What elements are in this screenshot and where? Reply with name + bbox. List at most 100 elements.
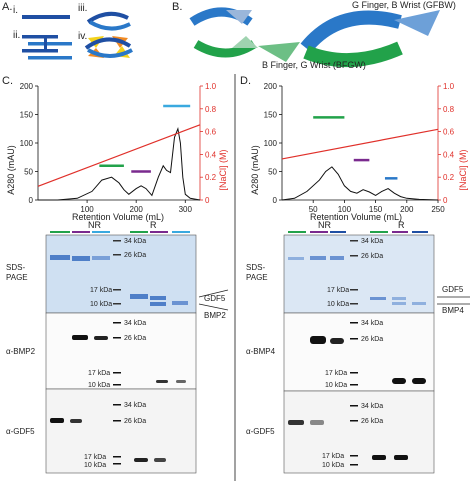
c-lane-green-r bbox=[130, 231, 148, 233]
y2-tick-label: 0.4 bbox=[205, 150, 217, 159]
ladder-band bbox=[113, 240, 121, 242]
d-blot-band bbox=[392, 378, 406, 384]
a280-trace bbox=[38, 126, 201, 201]
heterodimer-green-finger bbox=[303, 41, 403, 67]
dimer-bar-3 bbox=[22, 49, 58, 53]
c-xlabel: Retention Volume (mL) bbox=[72, 212, 164, 222]
d-blot-band bbox=[412, 378, 426, 384]
c-blot2-label: α-GDF5 bbox=[6, 427, 35, 436]
x-tick-label: 100 bbox=[80, 205, 94, 214]
ladder-band bbox=[113, 289, 121, 291]
ladder-band bbox=[113, 384, 121, 386]
d-lane-blue-r bbox=[412, 231, 428, 233]
d-blot-band bbox=[372, 455, 386, 460]
d-sds-band bbox=[370, 297, 386, 300]
d-r-label: R bbox=[398, 220, 405, 230]
mw-26: 26 kDa bbox=[124, 418, 146, 425]
panel-a-label: A. bbox=[2, 1, 12, 13]
ladder-band bbox=[350, 405, 358, 407]
ladder-band bbox=[350, 384, 358, 386]
y-tick-label: 100 bbox=[20, 139, 34, 148]
d-sds-band bbox=[392, 297, 406, 300]
ladder-band bbox=[350, 255, 358, 257]
d-blot-band bbox=[310, 336, 326, 344]
x-tick-label: 200 bbox=[400, 205, 414, 214]
d-blot-gdf5 bbox=[283, 390, 435, 474]
ladder-band bbox=[350, 372, 358, 374]
panel-a: A. i. ii. iii. iv. bbox=[2, 1, 133, 60]
wrist-green bbox=[232, 36, 258, 48]
d-ladder: 34 kDa 26 kDa 17 kDa 10 kDa 34 kDa 26 kD… bbox=[322, 238, 383, 469]
gels-c: NR R 34 kDa bbox=[6, 220, 229, 474]
panel-a-item-i: i. bbox=[13, 5, 18, 16]
y2-tick-label: 0 bbox=[205, 196, 210, 205]
c-blot-band bbox=[50, 418, 64, 423]
c-blot-band bbox=[72, 335, 88, 340]
d-blot-band bbox=[330, 338, 344, 344]
dimer-bar-2 bbox=[28, 42, 72, 46]
x-tick-label: 150 bbox=[369, 205, 383, 214]
nacl-gradient-line bbox=[37, 124, 201, 187]
ladder-band bbox=[350, 464, 358, 466]
d-sds-band bbox=[330, 256, 344, 260]
mw-10: 10 kDa bbox=[325, 382, 347, 389]
c-sds-label: SDS- bbox=[6, 263, 25, 272]
heterodimer-green-wrist bbox=[258, 42, 300, 62]
c-lane-purple-nr bbox=[72, 231, 90, 233]
c-sds-band bbox=[72, 256, 90, 261]
dimer-bar-4 bbox=[28, 56, 72, 60]
y-tick-label: 150 bbox=[20, 111, 34, 120]
y2-tick-label: 0 bbox=[443, 196, 448, 205]
y-tick-label: 200 bbox=[20, 82, 34, 91]
panel-a-item-iii: iii. bbox=[78, 3, 87, 14]
bfgw-label: B Finger, G Wrist (BFGW) bbox=[262, 60, 366, 70]
mw-34: 34 kDa bbox=[124, 320, 146, 327]
chromatogram-c: C. A280 (mAU) [NaCl] (M) Retention Volum… bbox=[2, 75, 228, 222]
ladder-band bbox=[113, 322, 121, 324]
c-nr-label: NR bbox=[88, 220, 101, 230]
y-tick-label: 200 bbox=[264, 82, 278, 91]
c-blot1-label: α-BMP2 bbox=[6, 347, 36, 356]
x-tick-label: 300 bbox=[179, 205, 193, 214]
ladder-band bbox=[113, 337, 121, 339]
y-tick-label: 0 bbox=[273, 196, 278, 205]
c-lane-purple-r bbox=[150, 231, 168, 233]
c-sds-band bbox=[172, 301, 188, 305]
c-blot-band bbox=[176, 380, 186, 383]
c-ylabel-right: [NaCl] (M) bbox=[218, 150, 228, 191]
c-arrow-top bbox=[198, 289, 229, 298]
c-sds-band bbox=[50, 255, 70, 260]
d-sds-band bbox=[392, 302, 406, 305]
c-sds-label: PAGE bbox=[6, 273, 28, 282]
ladder-band bbox=[113, 420, 121, 422]
c-blot-gdf5 bbox=[45, 388, 197, 474]
d-lane-green-nr bbox=[288, 231, 306, 233]
c-blot-band bbox=[94, 336, 108, 340]
ladder-band bbox=[350, 420, 358, 422]
complex-arc-bottom bbox=[87, 48, 133, 58]
heterodimer-blue-wrist bbox=[394, 10, 440, 36]
d-sds-band bbox=[288, 257, 304, 260]
y2-tick-label: 1.0 bbox=[205, 82, 217, 91]
mw-17: 17 kDa bbox=[322, 453, 344, 460]
ladder-band bbox=[113, 456, 121, 458]
monomer-bar bbox=[22, 15, 70, 19]
d-arrow-bottom-label: BMP4 bbox=[442, 306, 464, 315]
d-blot1-label: α-BMP4 bbox=[246, 347, 276, 356]
y2-tick-label: 0.2 bbox=[205, 173, 217, 182]
ladder-band bbox=[350, 303, 358, 305]
dimer-arc-bottom bbox=[88, 20, 131, 31]
c-ylabel-left: A280 (mAU) bbox=[6, 145, 16, 195]
c-sds-band bbox=[92, 256, 110, 260]
mw-34: 34 kDa bbox=[361, 320, 383, 327]
d-lane-purple-nr bbox=[310, 231, 328, 233]
y-tick-label: 0 bbox=[29, 196, 34, 205]
d-arrow-top-label: GDF5 bbox=[442, 285, 464, 294]
ladder-band bbox=[113, 404, 121, 406]
ladder-band bbox=[350, 240, 358, 242]
mw-26: 26 kDa bbox=[124, 252, 146, 259]
c-lane-cyan-r bbox=[172, 231, 190, 233]
y-tick-label: 150 bbox=[264, 111, 278, 120]
y2-tick-label: 0.4 bbox=[443, 150, 455, 159]
d-lane-green-r bbox=[370, 231, 388, 233]
